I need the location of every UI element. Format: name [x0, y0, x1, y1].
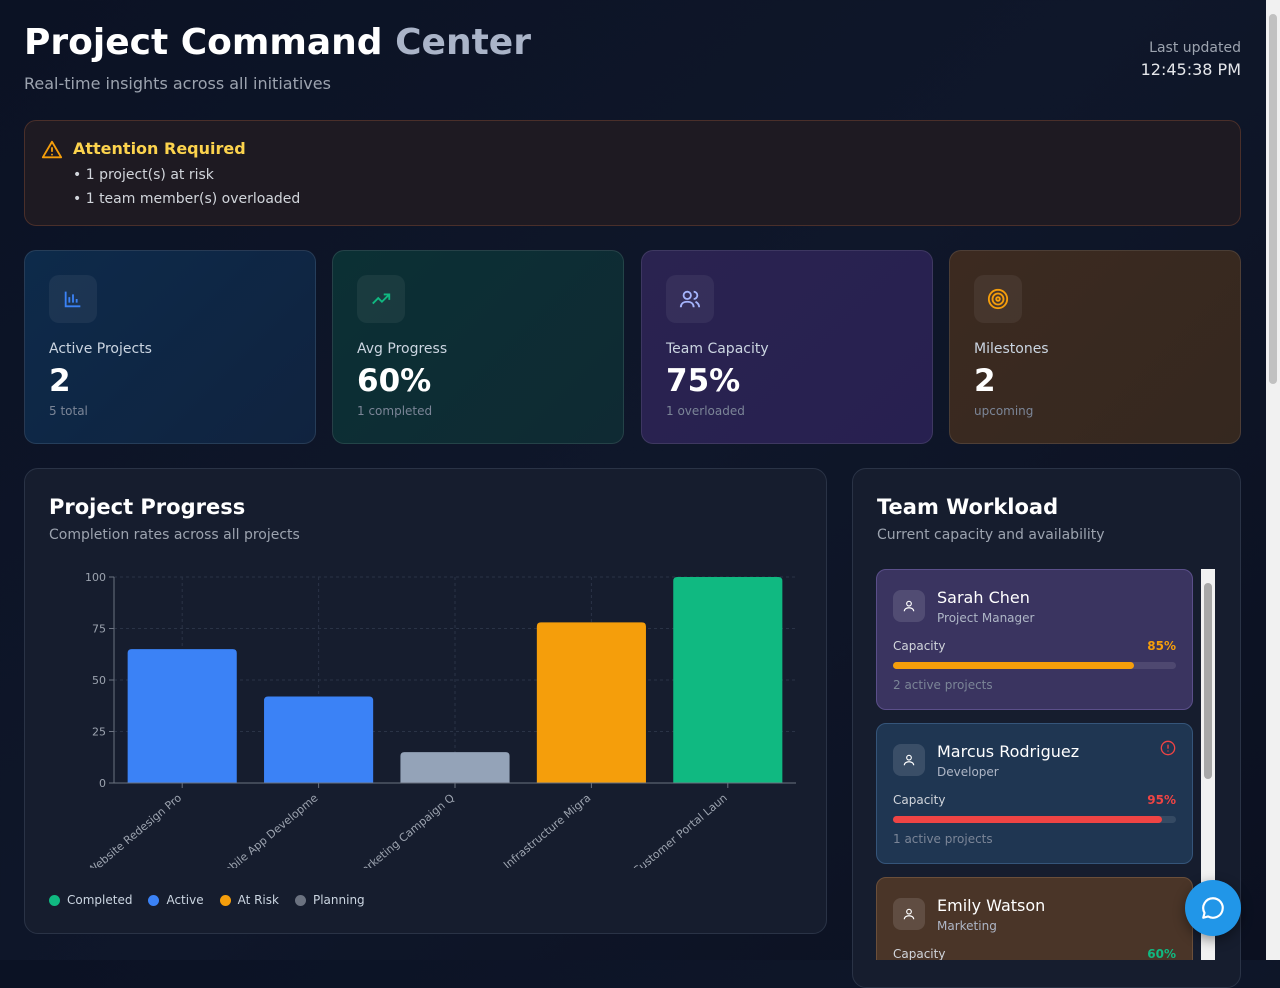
y-tick-label: 75 — [92, 623, 106, 636]
bar — [127, 649, 237, 783]
stat-card: Team Capacity 75% 1 overloaded — [641, 250, 933, 444]
list-scrollbar[interactable] — [1201, 569, 1215, 960]
capacity-bar — [893, 816, 1162, 823]
bar — [264, 696, 374, 783]
legend-item: Active — [148, 893, 204, 907]
member-role: Developer — [937, 765, 999, 779]
member-projects: 2 active projects — [893, 678, 993, 692]
y-tick-label: 100 — [85, 571, 106, 584]
avatar — [893, 898, 925, 930]
legend-item: At Risk — [219, 893, 279, 907]
stat-value: 2 — [49, 363, 71, 399]
warning-icon — [41, 140, 63, 159]
stat-label: Milestones — [974, 341, 1049, 357]
page-scrollbar[interactable] — [1266, 0, 1280, 960]
legend-swatch — [49, 894, 60, 906]
panel-subtitle: Current capacity and availability — [877, 527, 1105, 543]
legend-label: Completed — [67, 893, 133, 907]
capacity-label: Capacity — [893, 793, 946, 807]
panel-subtitle: Completion rates across all projects — [49, 527, 300, 543]
capacity-label: Capacity — [893, 947, 946, 960]
stat-card: Active Projects 2 5 total — [24, 250, 316, 444]
capacity-value: 95% — [1147, 793, 1176, 807]
stat-icon — [974, 275, 1022, 323]
chat-button[interactable] — [1185, 880, 1241, 936]
member-card: Sarah Chen Project Manager Capacity 85% 2 ac… — [876, 569, 1193, 710]
x-tick-label: Infrastructure Migra — [501, 791, 593, 868]
stat-icon — [357, 275, 405, 323]
updated-time: 12:45:38 PM — [1140, 60, 1241, 79]
legend-swatch — [219, 894, 231, 906]
stat-value: 75% — [666, 363, 741, 399]
member-list: Sarah Chen Project Manager Capacity 85% 2 ac… — [876, 569, 1193, 960]
subtitle: Real-time insights across all initiative… — [24, 74, 331, 93]
x-tick-label: Website Redesign Pro — [85, 791, 184, 868]
bar — [536, 622, 646, 783]
alert-title: Attention Required — [73, 139, 246, 158]
stat-note: upcoming — [974, 404, 1034, 418]
member-card: Marcus Rodriguez Developer Capacity 95% 1 ac… — [876, 723, 1193, 864]
legend-label: Planning — [312, 893, 365, 907]
capacity-label: Capacity — [893, 639, 946, 653]
legend-swatch — [148, 894, 160, 906]
legend-swatch — [294, 894, 306, 906]
capacity-value: 85% — [1147, 639, 1176, 653]
updated-label: Last updated — [1149, 40, 1241, 56]
member-role: Marketing — [937, 919, 997, 933]
alert-item: • 1 project(s) at risk — [73, 167, 214, 183]
member-projects: 1 active projects — [893, 832, 993, 846]
capacity-track — [893, 816, 1176, 823]
x-tick-label: Customer Portal Laun — [630, 791, 729, 868]
stat-note: 5 total — [49, 404, 88, 418]
stat-note: 1 completed — [357, 404, 433, 418]
capacity-value: 60% — [1147, 947, 1176, 960]
stat-card: Milestones 2 upcoming — [949, 250, 1241, 444]
title-accent: Center — [395, 22, 531, 63]
legend-label: At Risk — [237, 893, 279, 907]
legend-item: Completed — [49, 893, 132, 907]
avatar — [893, 590, 925, 622]
y-tick-label: 0 — [99, 777, 106, 790]
member-name: Emily Watson — [937, 896, 1046, 915]
alert-banner: Attention Required • 1 project(s) at ris… — [24, 120, 1241, 226]
y-tick-label: 25 — [92, 726, 106, 739]
member-role: Project Manager — [937, 611, 1035, 625]
capacity-track — [893, 662, 1176, 669]
avatar — [893, 744, 925, 776]
capacity-bar — [893, 662, 1134, 669]
title-main: Project Command — [24, 22, 383, 63]
y-tick-label: 50 — [92, 674, 106, 687]
member-name: Marcus Rodriguez — [937, 742, 1080, 761]
stat-label: Avg Progress — [357, 341, 448, 357]
stat-value: 60% — [357, 363, 432, 399]
progress-chart: 0 25 50 75 100 Website Redesign Pro Mobile App… — [85, 571, 796, 868]
bar — [673, 577, 783, 783]
stat-note: 1 overloaded — [666, 404, 745, 418]
stat-card: Avg Progress 60% 1 completed — [332, 250, 624, 444]
legend-label: Active — [166, 893, 204, 907]
overload-icon — [1160, 740, 1176, 760]
bar — [400, 752, 510, 783]
alert-item: • 1 team member(s) overloaded — [73, 191, 301, 207]
stat-label: Active Projects — [49, 341, 152, 357]
panel-title: Project Progress — [49, 495, 246, 519]
x-tick-label: Marketing Campaign Q — [352, 791, 457, 868]
stat-label: Team Capacity — [666, 341, 769, 357]
x-tick-label: Mobile App Developme — [215, 791, 321, 868]
stat-icon — [49, 275, 97, 323]
member-name: Sarah Chen — [937, 588, 1030, 607]
stat-value: 2 — [974, 363, 996, 399]
legend: Completed Active At Risk Planning — [49, 893, 365, 907]
stat-icon — [666, 275, 714, 323]
legend-item: Planning — [294, 893, 365, 907]
page-title: Project Command Center — [24, 22, 531, 63]
panel-title: Team Workload — [877, 495, 1059, 519]
last-updated: Last updated 12:45:38 PM — [1141, 40, 1241, 79]
